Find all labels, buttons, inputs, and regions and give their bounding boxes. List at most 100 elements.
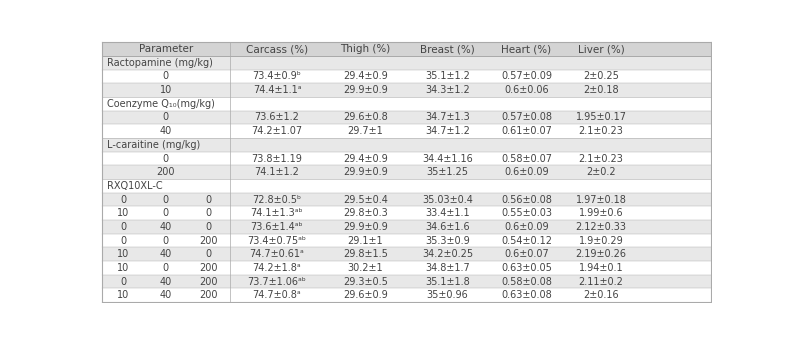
Text: 74.4±1.1ᵃ: 74.4±1.1ᵃ xyxy=(252,85,301,95)
Text: 40: 40 xyxy=(160,277,172,287)
Bar xyxy=(102,261,710,275)
Text: 74.7±0.8ᵃ: 74.7±0.8ᵃ xyxy=(252,290,301,300)
Text: 29.8±1.5: 29.8±1.5 xyxy=(343,249,388,259)
Text: 40: 40 xyxy=(160,126,172,136)
Bar xyxy=(102,42,710,56)
Text: 0.56±0.08: 0.56±0.08 xyxy=(501,195,552,205)
Text: 1.97±0.18: 1.97±0.18 xyxy=(576,195,626,205)
Text: 34.7±1.3: 34.7±1.3 xyxy=(425,113,470,122)
Text: 10: 10 xyxy=(117,290,130,300)
Text: 73.4±0.75ᵃᵇ: 73.4±0.75ᵃᵇ xyxy=(248,236,306,246)
Text: 2.11±0.2: 2.11±0.2 xyxy=(579,277,623,287)
Text: 0.63±0.05: 0.63±0.05 xyxy=(501,263,552,273)
Text: 40: 40 xyxy=(160,222,172,232)
Text: 200: 200 xyxy=(157,167,175,177)
Text: 35±0.96: 35±0.96 xyxy=(426,290,468,300)
Text: 2.12±0.33: 2.12±0.33 xyxy=(576,222,626,232)
Bar xyxy=(102,138,710,152)
Bar xyxy=(102,97,710,110)
Text: 35.3±0.9: 35.3±0.9 xyxy=(425,236,470,246)
Text: 34.7±1.2: 34.7±1.2 xyxy=(425,126,470,136)
Text: Carcass (%): Carcass (%) xyxy=(246,44,308,54)
Text: 40: 40 xyxy=(160,249,172,259)
Text: Thigh (%): Thigh (%) xyxy=(340,44,390,54)
Text: 0: 0 xyxy=(120,195,127,205)
Text: 200: 200 xyxy=(199,263,218,273)
Text: 34.4±1.16: 34.4±1.16 xyxy=(422,153,473,164)
Text: 74.2±1.07: 74.2±1.07 xyxy=(252,126,302,136)
Text: 29.9±0.9: 29.9±0.9 xyxy=(343,222,388,232)
Bar xyxy=(102,70,710,83)
Text: 200: 200 xyxy=(199,290,218,300)
Text: 0: 0 xyxy=(206,249,211,259)
Text: 0: 0 xyxy=(163,236,169,246)
Text: 29.9±0.9: 29.9±0.9 xyxy=(343,85,388,95)
Bar xyxy=(102,234,710,248)
Text: 0.58±0.08: 0.58±0.08 xyxy=(501,277,552,287)
Bar xyxy=(102,152,710,165)
Text: Coenzyme Q₁₀(mg/kg): Coenzyme Q₁₀(mg/kg) xyxy=(107,99,214,109)
Text: 35.1±1.8: 35.1±1.8 xyxy=(425,277,470,287)
Text: 33.4±1.1: 33.4±1.1 xyxy=(425,208,470,218)
Text: Heart (%): Heart (%) xyxy=(501,44,551,54)
Text: 73.6±1.2: 73.6±1.2 xyxy=(255,113,299,122)
Text: 0.57±0.08: 0.57±0.08 xyxy=(501,113,552,122)
Text: 35±1.25: 35±1.25 xyxy=(426,167,468,177)
Text: 10: 10 xyxy=(117,263,130,273)
Text: 74.7±0.61ᵃ: 74.7±0.61ᵃ xyxy=(250,249,305,259)
Text: 0: 0 xyxy=(163,195,169,205)
Text: 10: 10 xyxy=(160,85,172,95)
Text: 200: 200 xyxy=(199,277,218,287)
Bar xyxy=(102,206,710,220)
Bar xyxy=(102,179,710,193)
Bar xyxy=(102,248,710,261)
Text: 0: 0 xyxy=(163,208,169,218)
Text: 29.4±0.9: 29.4±0.9 xyxy=(343,71,388,81)
Text: 0.58±0.07: 0.58±0.07 xyxy=(501,153,552,164)
Text: L-caraitine (mg/kg): L-caraitine (mg/kg) xyxy=(107,140,200,150)
Text: 72.8±0.5ᵇ: 72.8±0.5ᵇ xyxy=(252,195,301,205)
Bar xyxy=(102,124,710,138)
Text: 0.6±0.09: 0.6±0.09 xyxy=(504,222,549,232)
Text: 73.8±1.19: 73.8±1.19 xyxy=(252,153,302,164)
Text: 0: 0 xyxy=(206,208,211,218)
Text: 74.2±1.8ᵃ: 74.2±1.8ᵃ xyxy=(252,263,301,273)
Text: 73.4±0.9ᵇ: 73.4±0.9ᵇ xyxy=(252,71,301,81)
Bar xyxy=(102,165,710,179)
Text: 1.99±0.6: 1.99±0.6 xyxy=(579,208,623,218)
Bar xyxy=(102,56,710,70)
Text: Ractopamine (mg/kg): Ractopamine (mg/kg) xyxy=(107,58,213,68)
Text: 30.2±1: 30.2±1 xyxy=(347,263,383,273)
Text: 29.1±1: 29.1±1 xyxy=(347,236,383,246)
Text: Parameter: Parameter xyxy=(138,44,193,54)
Text: 0.54±0.12: 0.54±0.12 xyxy=(501,236,552,246)
Text: 0: 0 xyxy=(163,113,169,122)
Text: Liver (%): Liver (%) xyxy=(577,44,624,54)
Text: 1.9±0.29: 1.9±0.29 xyxy=(579,236,623,246)
Text: 0.6±0.06: 0.6±0.06 xyxy=(504,85,549,95)
Text: 2.1±0.23: 2.1±0.23 xyxy=(579,153,623,164)
Bar xyxy=(102,288,710,302)
Text: 29.6±0.8: 29.6±0.8 xyxy=(343,113,388,122)
Text: 0.63±0.08: 0.63±0.08 xyxy=(501,290,552,300)
Text: 0.61±0.07: 0.61±0.07 xyxy=(501,126,552,136)
Text: 29.6±0.9: 29.6±0.9 xyxy=(343,290,388,300)
Bar xyxy=(102,83,710,97)
Text: 34.8±1.7: 34.8±1.7 xyxy=(425,263,470,273)
Text: 200: 200 xyxy=(199,236,218,246)
Text: 2±0.25: 2±0.25 xyxy=(583,71,619,81)
Text: 0: 0 xyxy=(206,195,211,205)
Text: 40: 40 xyxy=(160,290,172,300)
Text: 0.55±0.03: 0.55±0.03 xyxy=(501,208,552,218)
Bar xyxy=(102,275,710,288)
Text: 2.19±0.26: 2.19±0.26 xyxy=(576,249,626,259)
Bar xyxy=(102,110,710,124)
Text: 2±0.2: 2±0.2 xyxy=(586,167,616,177)
Text: 29.5±0.4: 29.5±0.4 xyxy=(343,195,388,205)
Text: 73.7±1.06ᵃᵇ: 73.7±1.06ᵃᵇ xyxy=(248,277,306,287)
Text: 0.6±0.09: 0.6±0.09 xyxy=(504,167,549,177)
Text: 2±0.16: 2±0.16 xyxy=(583,290,619,300)
Text: 0: 0 xyxy=(163,71,169,81)
Text: 29.4±0.9: 29.4±0.9 xyxy=(343,153,388,164)
Text: 34.3±1.2: 34.3±1.2 xyxy=(425,85,470,95)
